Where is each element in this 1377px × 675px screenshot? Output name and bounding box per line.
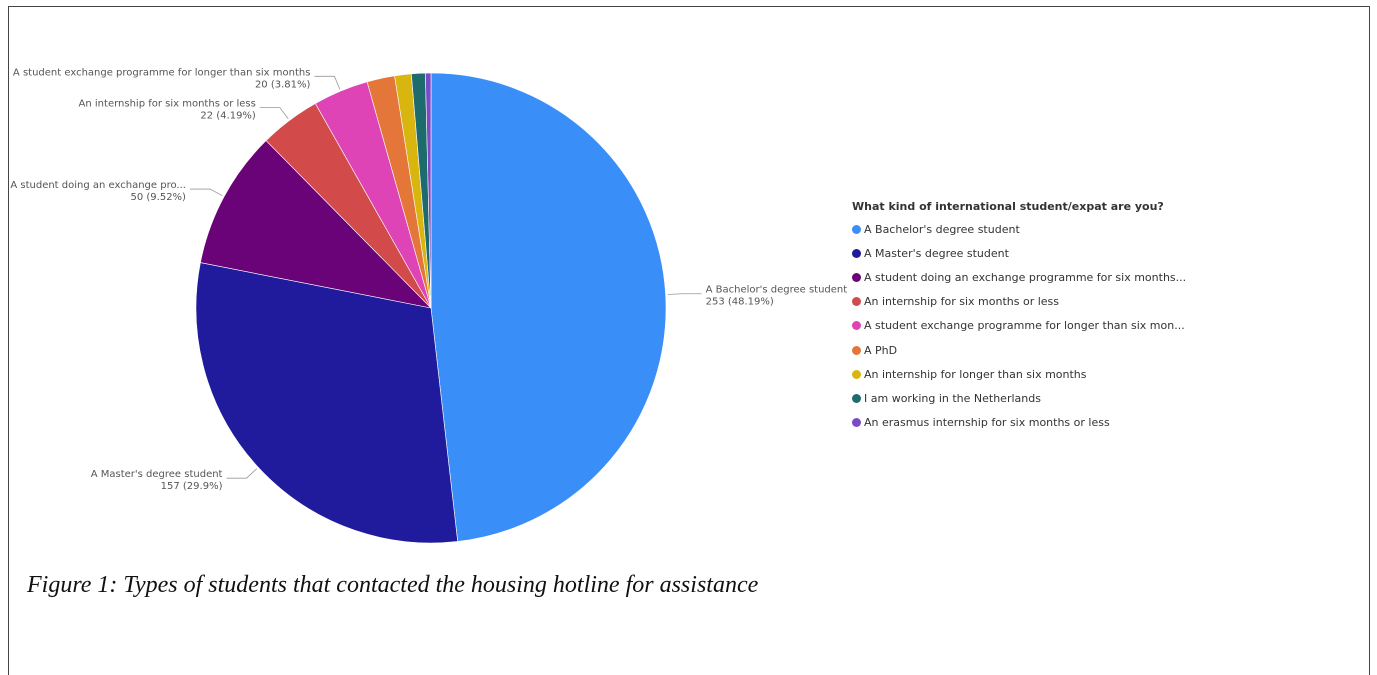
slice-label: A student exchange programme for longer … (13, 67, 311, 78)
pie-slice[interactable] (195, 262, 458, 544)
legend-item[interactable]: A Master's degree student (852, 241, 1186, 265)
legend-item[interactable]: An internship for six months or less (852, 290, 1186, 314)
legend-swatch-icon (852, 248, 861, 258)
legend-item[interactable]: A PhD (852, 338, 1186, 362)
legend-label: I am working in the Netherlands (864, 391, 1041, 405)
legend-title: What kind of international student/expat… (852, 200, 1164, 213)
slice-value-label: 22 (4.19%) (200, 111, 256, 122)
legend-label: An internship for six months or less (864, 295, 1060, 309)
legend-swatch-icon (852, 297, 861, 307)
slice-value-label: 20 (3.81%) (255, 79, 311, 90)
legend-label: A student doing an exchange programme fo… (864, 270, 1187, 284)
leader-line (189, 188, 223, 197)
legend-item[interactable]: A student doing an exchange programme fo… (852, 265, 1186, 289)
legend-label: An erasmus internship for six months or … (864, 416, 1110, 430)
leader-line (667, 293, 702, 295)
legend-label: A Master's degree student (864, 246, 1009, 260)
legend-item[interactable]: A Bachelor's degree student (852, 217, 1186, 241)
legend-label: A PhD (864, 343, 898, 357)
legend-items: A Bachelor's degree student A Master's de… (852, 217, 1186, 435)
slice-value-label: 157 (29.9%) (161, 481, 223, 492)
leader-line (259, 107, 289, 120)
legend-swatch-icon (852, 418, 861, 428)
legend-swatch-icon (852, 393, 861, 403)
legend-swatch-icon (852, 224, 861, 234)
legend-swatch-icon (852, 321, 861, 331)
legend-label: An internship for longer than six months (864, 367, 1087, 381)
legend-label: A Bachelor's degree student (864, 222, 1020, 236)
figure-caption: Figure 1: Types of students that contact… (27, 572, 759, 598)
slice-value-label: 50 (9.52%) (130, 192, 186, 203)
slice-value-label: 253 (48.19%) (706, 297, 774, 308)
legend-item[interactable]: A student exchange programme for longer … (852, 314, 1186, 338)
slice-label: A Master's degree student (91, 469, 223, 480)
legend-item[interactable]: I am working in the Netherlands (852, 386, 1186, 410)
leader-line (226, 468, 258, 479)
legend-item[interactable]: An erasmus internship for six months or … (852, 411, 1186, 435)
legend-item[interactable]: An internship for longer than six months (852, 362, 1186, 386)
pie-slice[interactable] (425, 72, 432, 309)
pie-slice[interactable] (430, 72, 667, 542)
pie-slice[interactable] (200, 140, 432, 309)
legend-swatch-icon (852, 272, 861, 282)
leader-line (314, 75, 341, 90)
legend: What kind of international student/expat… (852, 200, 1186, 435)
figure-frame: A Bachelor's degree student 253 (48.19%) A… (8, 6, 1370, 675)
slice-label: A Bachelor's degree student (706, 285, 848, 296)
pie-slices (195, 72, 667, 544)
legend-swatch-icon (852, 345, 861, 355)
legend-swatch-icon (852, 369, 861, 379)
legend-label: A student exchange programme for longer … (864, 319, 1185, 333)
slice-label: An internship for six months or less (79, 99, 256, 110)
slice-label: A student doing an exchange pro... (10, 180, 186, 191)
